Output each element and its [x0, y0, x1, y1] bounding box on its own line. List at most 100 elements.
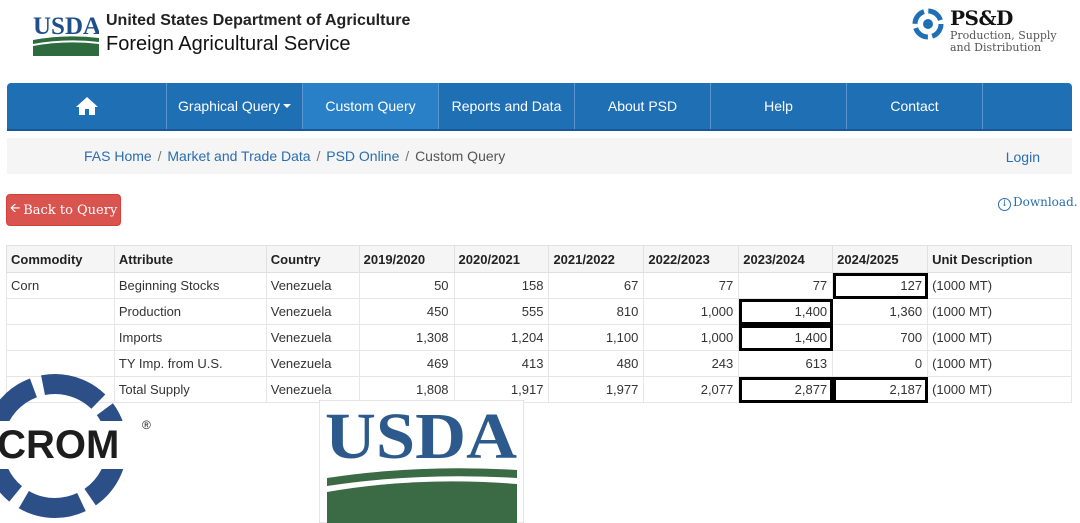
table-row: Imports Venezuela 1,308 1,204 1,100 1,00… [6, 324, 1072, 351]
cell-value: 67 [548, 272, 645, 299]
cell-value: 1,000 [643, 298, 740, 325]
nav-about-psd[interactable]: About PSD [575, 83, 711, 129]
column-header[interactable]: 2023/2024 [738, 245, 834, 273]
cell-value-highlighted: 1,400 [738, 298, 834, 325]
cell-value: 0 [832, 350, 929, 377]
cell-country: Venezuela [265, 350, 360, 377]
cell-unit: (1000 MT) [927, 350, 1072, 377]
cell-unit: (1000 MT) [927, 272, 1072, 299]
cell-country: Venezuela [265, 272, 360, 299]
cell-value: 450 [358, 298, 455, 325]
breadcrumb-psd-online[interactable]: PSD Online [326, 148, 400, 164]
table-row: Total Supply Venezuela 1,808 1,917 1,977… [6, 376, 1072, 403]
cell-value-highlighted: 2,187 [832, 376, 929, 403]
cell-value: 77 [738, 272, 834, 299]
cell-value: 1,808 [358, 376, 455, 403]
nav-graphical-query-label: Graphical Query [178, 98, 280, 114]
nav-contact-label: Contact [890, 98, 939, 114]
overlay-background [0, 403, 1080, 523]
cell-country: Venezuela [265, 376, 360, 403]
column-header[interactable]: 2022/2023 [643, 245, 740, 273]
breadcrumb-market-trade-data[interactable]: Market and Trade Data [167, 148, 311, 164]
download-icon: ↓ [998, 198, 1011, 211]
login-link[interactable]: Login [1005, 149, 1040, 165]
download-link[interactable]: ↓ Download. [998, 195, 1078, 211]
cell-value-highlighted: 1,400 [738, 324, 834, 351]
cell-commodity: Corn [6, 272, 115, 299]
usda-logo[interactable]: USDA [33, 12, 99, 56]
cell-attribute: Total Supply [113, 376, 267, 403]
cell-value: 1,000 [643, 324, 740, 351]
cell-country: Venezuela [265, 324, 360, 351]
column-header[interactable]: Unit Description [927, 245, 1072, 273]
nav-home[interactable] [7, 83, 167, 129]
home-icon [75, 97, 98, 115]
psd-full-line2: and Distribution [950, 41, 1042, 55]
cell-value: 810 [548, 298, 645, 325]
cell-value: 77 [643, 272, 740, 299]
psd-full-line1: Production, Supply [950, 29, 1057, 42]
department-name: United States Department of Agriculture [106, 12, 411, 29]
chevron-down-icon [282, 104, 291, 108]
cell-value: 1,977 [548, 376, 645, 403]
cell-value: 555 [453, 298, 550, 325]
cell-commodity [6, 350, 115, 377]
nav-help[interactable]: Help [711, 83, 847, 129]
back-to-query-button[interactable]: 🡨 Back to Query [6, 194, 121, 226]
cell-value: 1,100 [548, 324, 645, 351]
cell-value: 243 [643, 350, 740, 377]
psd-brand: PS&D Production, Supply and Distribution [950, 6, 1070, 54]
table-row: TY Imp. from U.S. Venezuela 469 413 480 … [6, 350, 1072, 377]
column-header[interactable]: 2024/2025 [832, 245, 929, 273]
cell-attribute: Imports [113, 324, 267, 351]
icrom-text: ICROM [0, 423, 119, 467]
service-name: Foreign Agricultural Service [106, 32, 351, 55]
cell-value: 1,917 [453, 376, 550, 403]
nav-custom-query[interactable]: Custom Query [303, 83, 439, 129]
breadcrumb-bar: FAS Home / Market and Trade Data / PSD O… [7, 138, 1072, 174]
cell-value-highlighted: 2,877 [738, 376, 834, 403]
cell-attribute: Production [113, 298, 267, 325]
nav-about-label: About PSD [607, 98, 678, 114]
back-to-query-label: Back to Query [23, 202, 118, 218]
column-header[interactable]: Attribute [113, 245, 267, 273]
nav-contact[interactable]: Contact [847, 83, 983, 129]
nav-custom-query-label: Custom Query [325, 98, 416, 114]
column-header[interactable]: 2019/2020 [358, 245, 455, 273]
column-header[interactable]: 2021/2022 [548, 245, 645, 273]
cell-value: 613 [738, 350, 834, 377]
icrom-logo: ICROM ® [0, 374, 160, 518]
usda-large-logo: USDA [319, 400, 524, 523]
nav-graphical-query[interactable]: Graphical Query [167, 83, 303, 129]
breadcrumb-current: Custom Query [415, 148, 506, 164]
cell-attribute: TY Imp. from U.S. [113, 350, 267, 377]
cell-country: Venezuela [265, 298, 360, 325]
psd-logo-icon[interactable] [912, 8, 944, 40]
column-header[interactable]: Commodity [6, 245, 115, 273]
cell-value: 1,204 [453, 324, 550, 351]
column-header[interactable]: Country [265, 245, 360, 273]
main-nav: Graphical Query Custom Query Reports and… [7, 83, 1072, 131]
column-header[interactable]: 2020/2021 [453, 245, 550, 273]
nav-help-label: Help [764, 98, 793, 114]
breadcrumb-fas-home[interactable]: FAS Home [84, 148, 152, 164]
registered-mark: ® [142, 418, 151, 432]
cell-value: 2,077 [643, 376, 740, 403]
breadcrumb: FAS Home / Market and Trade Data / PSD O… [84, 148, 506, 164]
table-row: Corn Beginning Stocks Venezuela 50 158 6… [6, 272, 1072, 299]
download-label: Download. [1013, 195, 1078, 209]
usda-large-text: USDA [325, 400, 517, 473]
psd-data-table: Commodity Attribute Country 2019/2020 20… [6, 245, 1072, 403]
cell-value: 1,308 [358, 324, 455, 351]
nav-reports-label: Reports and Data [451, 98, 562, 114]
cell-unit: (1000 MT) [927, 376, 1072, 403]
cell-unit: (1000 MT) [927, 324, 1072, 351]
usda-logo-text: USDA [33, 13, 99, 40]
nav-reports-and-data[interactable]: Reports and Data [439, 83, 575, 129]
cell-commodity [6, 298, 115, 325]
arrow-left-icon: 🡨 [9, 201, 21, 216]
agency-name: United States Department of Agriculture … [106, 12, 410, 55]
cell-value: 700 [832, 324, 929, 351]
cell-value: 50 [358, 272, 455, 299]
cell-commodity [6, 324, 115, 351]
